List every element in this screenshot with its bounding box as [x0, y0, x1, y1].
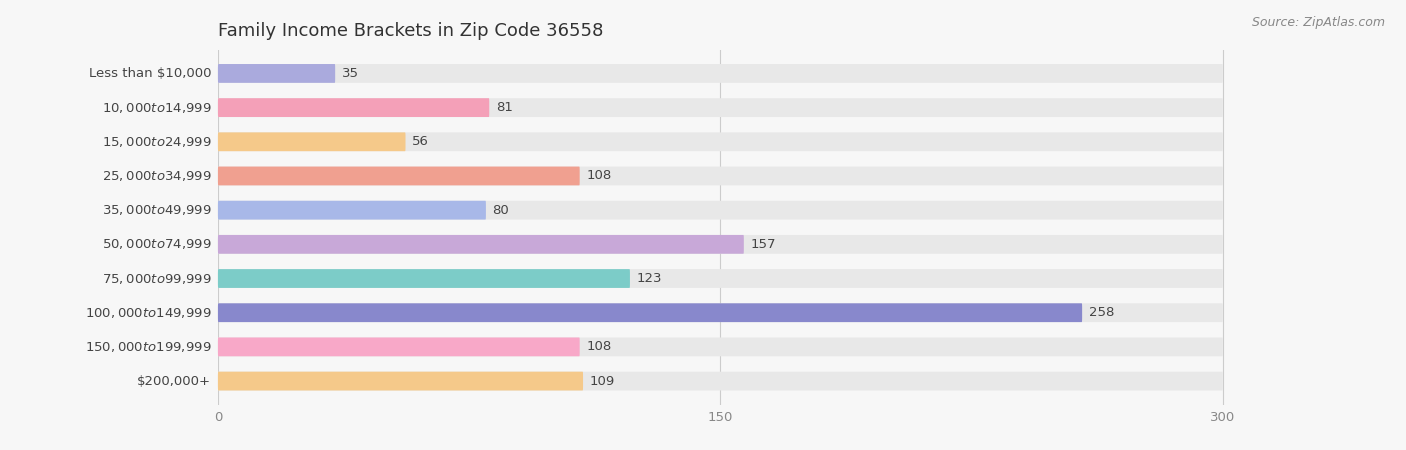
- FancyBboxPatch shape: [218, 132, 405, 151]
- FancyBboxPatch shape: [218, 235, 1223, 254]
- Text: $200,000+: $200,000+: [138, 374, 211, 387]
- FancyBboxPatch shape: [218, 372, 583, 391]
- Text: Less than $10,000: Less than $10,000: [89, 67, 211, 80]
- Text: 108: 108: [586, 170, 612, 183]
- Text: $25,000 to $34,999: $25,000 to $34,999: [101, 169, 211, 183]
- Text: 81: 81: [496, 101, 513, 114]
- Text: 56: 56: [412, 135, 429, 148]
- Text: $50,000 to $74,999: $50,000 to $74,999: [101, 237, 211, 252]
- Text: $75,000 to $99,999: $75,000 to $99,999: [101, 271, 211, 285]
- FancyBboxPatch shape: [218, 338, 579, 356]
- FancyBboxPatch shape: [218, 303, 1223, 322]
- Text: Family Income Brackets in Zip Code 36558: Family Income Brackets in Zip Code 36558: [218, 22, 603, 40]
- Text: 80: 80: [492, 204, 509, 216]
- FancyBboxPatch shape: [218, 98, 489, 117]
- Text: $15,000 to $24,999: $15,000 to $24,999: [101, 135, 211, 149]
- FancyBboxPatch shape: [218, 235, 744, 254]
- Text: 157: 157: [751, 238, 776, 251]
- Text: 108: 108: [586, 340, 612, 353]
- FancyBboxPatch shape: [218, 64, 335, 83]
- FancyBboxPatch shape: [218, 166, 1223, 185]
- Text: $35,000 to $49,999: $35,000 to $49,999: [101, 203, 211, 217]
- FancyBboxPatch shape: [218, 98, 1223, 117]
- FancyBboxPatch shape: [218, 201, 486, 220]
- Text: 123: 123: [637, 272, 662, 285]
- Text: 35: 35: [342, 67, 359, 80]
- FancyBboxPatch shape: [218, 269, 1223, 288]
- Text: $100,000 to $149,999: $100,000 to $149,999: [84, 306, 211, 320]
- FancyBboxPatch shape: [218, 201, 1223, 220]
- FancyBboxPatch shape: [218, 132, 1223, 151]
- FancyBboxPatch shape: [218, 166, 579, 185]
- Text: Source: ZipAtlas.com: Source: ZipAtlas.com: [1251, 16, 1385, 29]
- FancyBboxPatch shape: [218, 338, 1223, 356]
- Text: 109: 109: [589, 374, 614, 387]
- Text: 258: 258: [1088, 306, 1114, 319]
- FancyBboxPatch shape: [218, 64, 1223, 83]
- FancyBboxPatch shape: [218, 303, 1083, 322]
- Text: $150,000 to $199,999: $150,000 to $199,999: [84, 340, 211, 354]
- Text: $10,000 to $14,999: $10,000 to $14,999: [101, 101, 211, 115]
- FancyBboxPatch shape: [218, 269, 630, 288]
- FancyBboxPatch shape: [218, 372, 1223, 391]
